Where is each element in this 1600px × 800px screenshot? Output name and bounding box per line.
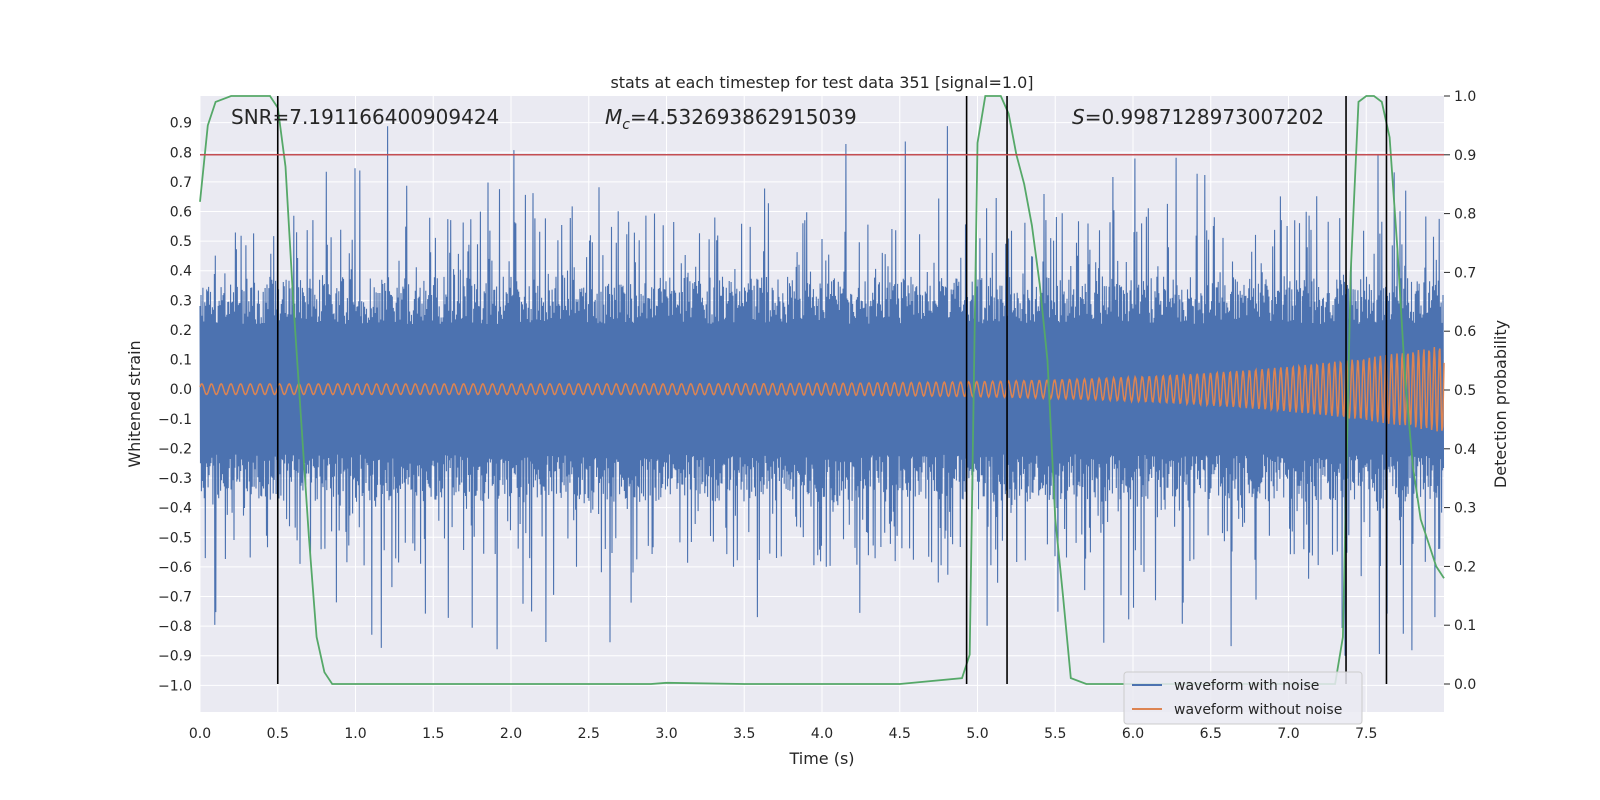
chirp-mass-annotation: Mc=4.532693862915039 <box>605 105 857 133</box>
x-tick-label: 4.0 <box>811 726 833 742</box>
x-tick-label: 1.0 <box>344 726 366 742</box>
y-right-tick-label: 0.3 <box>1454 501 1476 517</box>
snr-annotation: SNR=7.191166400909424 <box>231 105 499 129</box>
x-tick-label: 0.0 <box>189 726 211 742</box>
y-left-tick-label: 0.6 <box>170 205 192 221</box>
y-right-tick-label: 0.0 <box>1454 677 1476 693</box>
y-right-tick-label: 0.9 <box>1454 148 1476 164</box>
y-left-tick-label: −0.9 <box>158 649 192 665</box>
y-left-tick-label: −0.6 <box>158 560 192 576</box>
legend-label-noise: waveform with noise <box>1174 678 1319 694</box>
y-left-tick-label: 0.3 <box>170 293 192 309</box>
noise-waveform-line <box>199 126 1445 656</box>
legend: waveform with noise waveform without noi… <box>1123 671 1363 725</box>
y-right-tick-label: 0.7 <box>1454 265 1476 281</box>
x-tick-label: 3.5 <box>733 726 755 742</box>
x-tick-label: 6.5 <box>1200 726 1222 742</box>
series-waveform-with-noise <box>199 126 1445 656</box>
chirp-mass-symbol: M <box>605 105 622 129</box>
legend-box <box>1123 671 1363 725</box>
chart-title: stats at each timestep for test data 351… <box>610 73 1033 92</box>
y-right-tick-label: 0.5 <box>1454 383 1476 399</box>
y-left-tick-label: −0.1 <box>158 412 192 428</box>
x-tick-label: 3.0 <box>655 726 677 742</box>
x-tick-label: 7.0 <box>1277 726 1299 742</box>
y-left-tick-label: 0.2 <box>170 323 192 339</box>
y-right-tick-label: 0.8 <box>1454 207 1476 223</box>
y-left-tick-label: 0.4 <box>170 264 192 280</box>
y-left-tick-label: 0.9 <box>170 116 192 132</box>
y-left-axis-ticks: 0.9 0.8 0.7 0.6 0.5 0.4 0.3 0.2 0.1 0.0 −0.1 −0.2 −0… <box>158 116 192 695</box>
y-right-tick-label: 0.1 <box>1454 618 1476 634</box>
y-left-tick-label: 0.8 <box>170 145 192 161</box>
y-left-tick-label: 0.7 <box>170 175 192 191</box>
vertical-markers <box>276 96 1388 684</box>
x-tick-label: 0.5 <box>267 726 289 742</box>
x-tick-label: 6.0 <box>1122 726 1144 742</box>
x-tick-label: 4.5 <box>889 726 911 742</box>
x-tick-label: 2.0 <box>500 726 522 742</box>
y-left-tick-label: −0.8 <box>158 619 192 635</box>
series-detection-probability <box>199 95 1445 685</box>
x-tick-label: 5.0 <box>966 726 988 742</box>
y-left-tick-label: −0.4 <box>158 501 192 517</box>
series-waveform-without-noise <box>199 347 1445 432</box>
y-left-tick-label: 0.1 <box>170 353 192 369</box>
y-right-tick-label: 1.0 <box>1454 89 1476 105</box>
x-tick-label: 7.5 <box>1355 726 1377 742</box>
y-left-tick-label: −0.5 <box>158 530 192 546</box>
chirp-mass-subscript: c <box>622 117 630 133</box>
y-left-tick-label: −0.2 <box>158 441 192 457</box>
legend-label-clean: waveform without noise <box>1174 702 1342 718</box>
y-right-axis-ticks: 1.0 0.9 0.8 0.7 0.6 0.5 0.4 0.3 0.2 0.1 0.0 <box>1444 89 1476 693</box>
clean-waveform-line <box>199 347 1445 432</box>
y-right-axis-label: Detection probability <box>1491 320 1510 488</box>
y-left-axis-label: Whitened strain <box>125 340 144 467</box>
y-left-tick-label: 0.0 <box>170 382 192 398</box>
x-tick-label: 1.5 <box>422 726 444 742</box>
y-right-tick-label: 0.4 <box>1454 442 1476 458</box>
y-left-tick-label: 0.5 <box>170 234 192 250</box>
score-value: =0.9987128973007202 <box>1085 105 1324 129</box>
y-left-tick-label: −0.7 <box>158 590 192 606</box>
score-annotation: S=0.9987128973007202 <box>1072 105 1324 129</box>
y-right-tick-label: 0.2 <box>1454 559 1476 575</box>
chirp-mass-value: =4.532693862915039 <box>630 105 857 129</box>
score-symbol: S <box>1072 105 1085 129</box>
x-tick-label: 5.5 <box>1044 726 1066 742</box>
y-left-tick-label: −1.0 <box>158 678 192 694</box>
x-axis-label: Time (s) <box>788 749 854 768</box>
y-right-tick-label: 0.6 <box>1454 324 1476 340</box>
probability-line <box>199 95 1445 685</box>
x-tick-label: 2.5 <box>578 726 600 742</box>
x-axis-ticks: 0.0 0.5 1.0 1.5 2.0 2.5 3.0 3.5 4.0 4.5 5.0 5.5 6.0 6… <box>189 726 1378 742</box>
y-left-tick-label: −0.3 <box>158 471 192 487</box>
